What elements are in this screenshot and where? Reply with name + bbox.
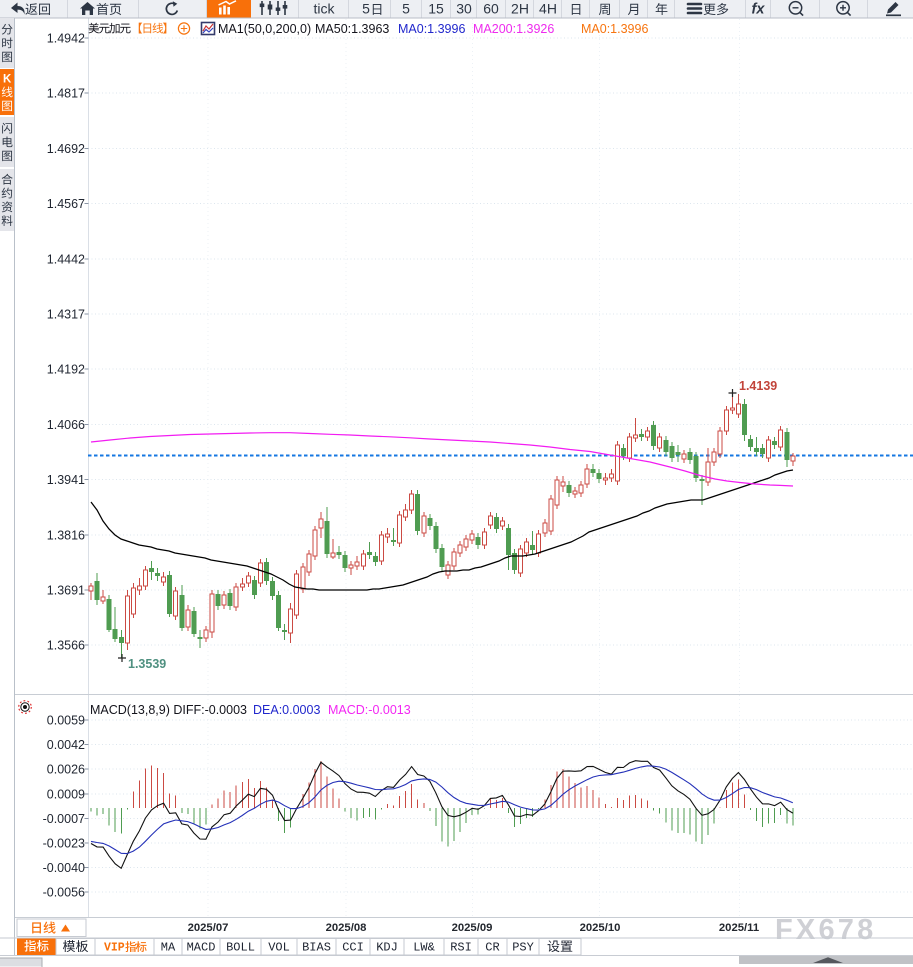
svg-text:CR: CR xyxy=(485,941,499,955)
svg-text:PSY: PSY xyxy=(512,941,534,955)
svg-text:BIAS: BIAS xyxy=(302,941,331,955)
svg-text:0.0026: 0.0026 xyxy=(47,763,85,777)
svg-text:-0.0007: -0.0007 xyxy=(43,812,85,826)
svg-text:2025/10: 2025/10 xyxy=(580,922,621,934)
svg-text:MA0:1.3996: MA0:1.3996 xyxy=(581,22,648,36)
svg-text:1.4442: 1.4442 xyxy=(47,252,85,266)
svg-text:VIP: VIP xyxy=(104,942,125,955)
svg-text:1.4192: 1.4192 xyxy=(47,363,85,377)
svg-text:1.3941: 1.3941 xyxy=(47,473,85,487)
svg-text:0.0042: 0.0042 xyxy=(47,738,85,752)
svg-text:MA50:1.3963: MA50:1.3963 xyxy=(315,22,389,36)
svg-text:1.4317: 1.4317 xyxy=(47,308,85,322)
svg-text:1.3816: 1.3816 xyxy=(47,528,85,542)
svg-text:0.0009: 0.0009 xyxy=(47,787,85,801)
svg-text:-0.0023: -0.0023 xyxy=(43,837,85,851)
svg-text:5: 5 xyxy=(402,1,410,17)
svg-text:DEA:0.0003: DEA:0.0003 xyxy=(253,703,320,717)
svg-text:tick: tick xyxy=(314,1,336,17)
svg-text:30: 30 xyxy=(456,1,472,17)
svg-text:1.3566: 1.3566 xyxy=(47,639,85,653)
svg-text:LW&: LW& xyxy=(413,941,435,955)
svg-text:2025/09: 2025/09 xyxy=(452,922,493,934)
svg-text:-0.0056: -0.0056 xyxy=(43,886,85,900)
svg-text:FX678: FX678 xyxy=(775,914,876,946)
svg-text:KDJ: KDJ xyxy=(376,941,398,955)
svg-text:2025/08: 2025/08 xyxy=(326,922,367,934)
svg-text:BOLL: BOLL xyxy=(226,941,255,955)
svg-text:MA0:1.3996: MA0:1.3996 xyxy=(398,22,465,36)
svg-text:MACD(13,8,9) DIFF:-0.0003: MACD(13,8,9) DIFF:-0.0003 xyxy=(90,703,247,717)
svg-text:RSI: RSI xyxy=(450,941,472,955)
svg-text:CCI: CCI xyxy=(342,941,364,955)
svg-text:MA1(50,0,200,0): MA1(50,0,200,0) xyxy=(218,22,311,36)
svg-text:5: 5 xyxy=(362,1,370,17)
svg-text:MACD:-0.0013: MACD:-0.0013 xyxy=(328,703,411,717)
svg-text:2025/07: 2025/07 xyxy=(188,922,229,934)
svg-text:0.0059: 0.0059 xyxy=(47,714,85,728)
svg-text:1.4692: 1.4692 xyxy=(47,142,85,156)
svg-text:MACD: MACD xyxy=(187,941,216,955)
svg-text:4H: 4H xyxy=(539,1,557,17)
svg-text:fx: fx xyxy=(752,2,766,18)
svg-text:MA200:1.3926: MA200:1.3926 xyxy=(473,22,554,36)
svg-text:MA: MA xyxy=(161,941,176,955)
svg-text:1.4567: 1.4567 xyxy=(47,197,85,211)
svg-text:VOL: VOL xyxy=(268,941,290,955)
svg-text:K: K xyxy=(3,74,12,86)
svg-text:2H: 2H xyxy=(511,1,529,17)
svg-text:1.4066: 1.4066 xyxy=(47,418,85,432)
svg-text:1.4817: 1.4817 xyxy=(47,87,85,101)
svg-text:1.3691: 1.3691 xyxy=(47,584,85,598)
svg-text:1.4139: 1.4139 xyxy=(739,379,777,393)
svg-text:2025/11: 2025/11 xyxy=(719,922,759,934)
svg-text:1.3539: 1.3539 xyxy=(128,657,166,671)
svg-text:-0.0040: -0.0040 xyxy=(43,861,85,875)
svg-text:1.4942: 1.4942 xyxy=(47,32,85,46)
svg-text:60: 60 xyxy=(483,1,499,17)
svg-text:15: 15 xyxy=(428,1,444,17)
